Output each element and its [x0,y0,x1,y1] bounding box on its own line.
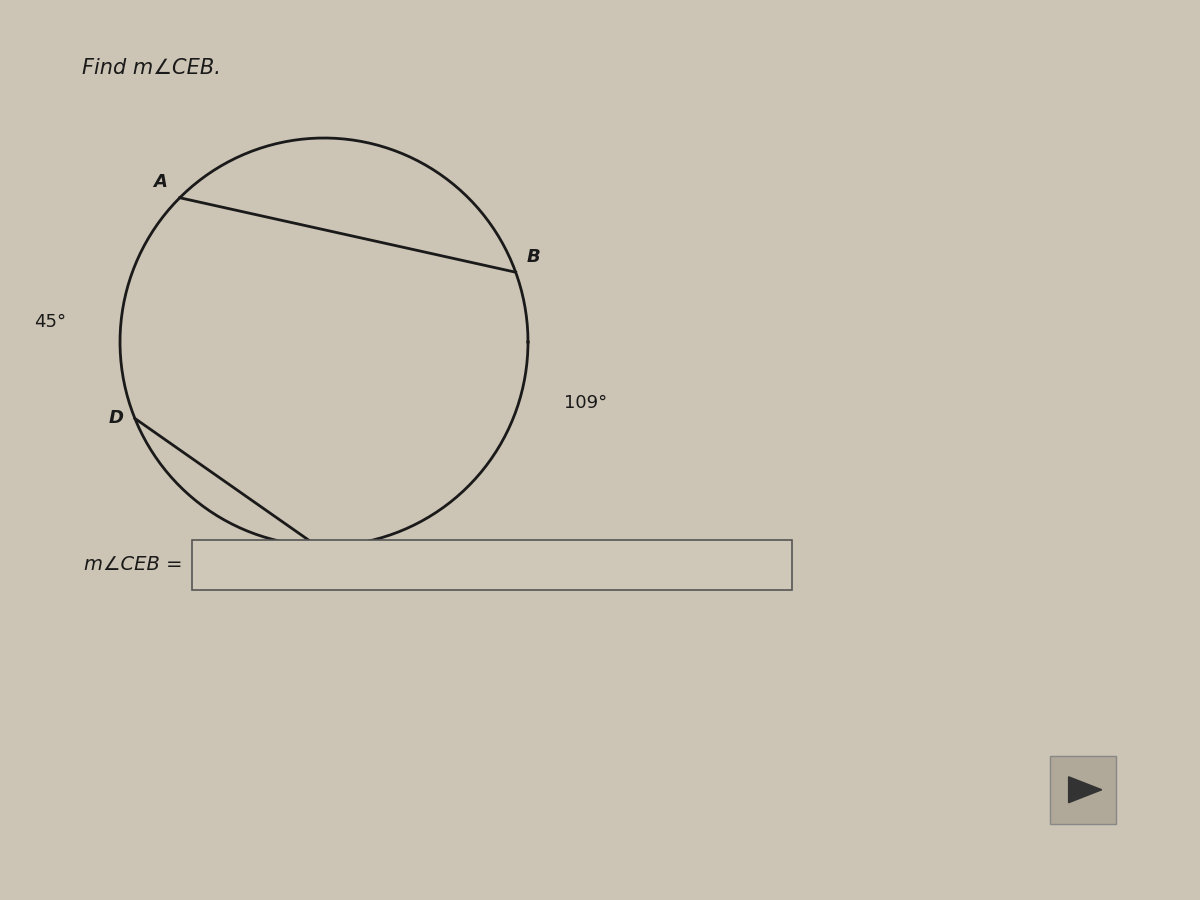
Text: 109°: 109° [564,394,607,412]
Text: Find m∠CEB.: Find m∠CEB. [82,58,221,78]
Text: B: B [527,248,540,266]
Text: C: C [311,559,324,577]
Polygon shape [1068,777,1102,803]
FancyBboxPatch shape [192,540,792,590]
Text: m∠CEB =: m∠CEB = [84,555,182,574]
Text: 45°: 45° [34,312,66,330]
Text: D: D [109,410,124,427]
Text: A: A [152,174,167,192]
FancyBboxPatch shape [1050,756,1116,824]
